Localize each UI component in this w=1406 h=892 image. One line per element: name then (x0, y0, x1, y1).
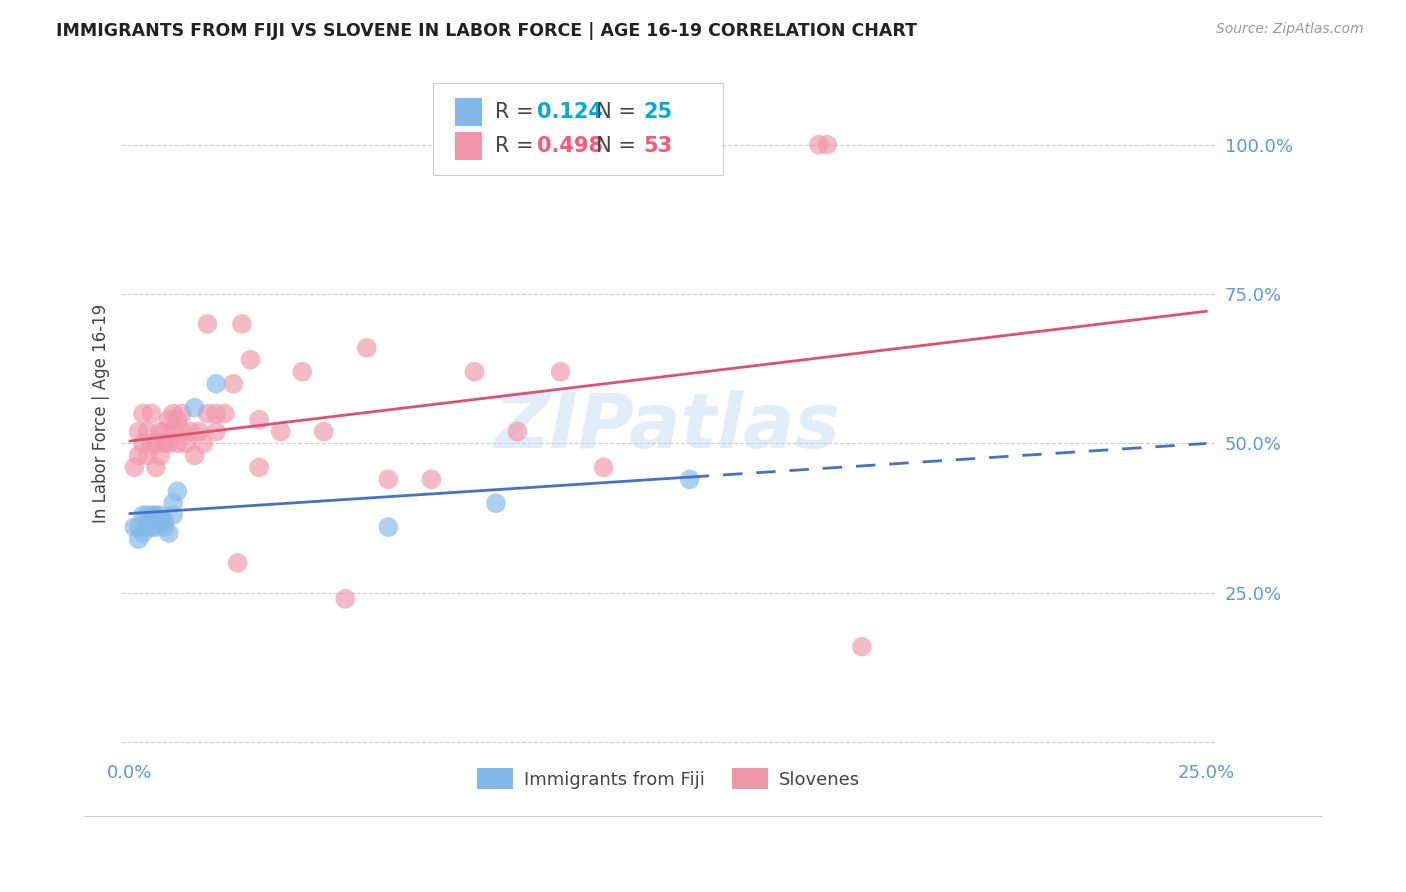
Point (226, 556, 249, 570)
Point (183, 401, 205, 415)
Point (270, 425, 292, 439)
Point (166, 412, 188, 426)
Point (205, 425, 228, 439)
Point (815, 137, 838, 152)
Point (136, 425, 159, 439)
Point (377, 472, 399, 486)
Point (420, 472, 443, 486)
Point (128, 532, 150, 546)
Point (170, 425, 193, 439)
Point (124, 460, 146, 475)
Point (183, 449, 205, 463)
Point (141, 508, 163, 523)
Point (149, 508, 172, 523)
Point (149, 449, 172, 463)
Point (592, 460, 614, 475)
Text: 0.498: 0.498 (537, 136, 603, 156)
Point (141, 436, 163, 450)
Point (807, 137, 830, 152)
Point (205, 407, 228, 421)
Point (679, 472, 702, 486)
Point (291, 365, 314, 379)
Point (145, 460, 167, 475)
Legend: Immigrants from Fiji, Slovenes: Immigrants from Fiji, Slovenes (470, 761, 868, 797)
Point (356, 341, 378, 355)
Text: R =: R = (495, 102, 541, 122)
Point (187, 425, 209, 439)
Point (124, 520, 146, 534)
Text: IMMIGRANTS FROM FIJI VS SLOVENE IN LABOR FORCE | AGE 16-19 CORRELATION CHART: IMMIGRANTS FROM FIJI VS SLOVENE IN LABOR… (56, 22, 917, 40)
Text: 53: 53 (643, 136, 672, 156)
Y-axis label: In Labor Force | Age 16-19: In Labor Force | Age 16-19 (93, 304, 110, 524)
Point (162, 407, 184, 421)
FancyBboxPatch shape (456, 131, 482, 161)
Point (205, 376, 228, 391)
Point (377, 520, 399, 534)
Point (166, 436, 188, 450)
FancyBboxPatch shape (433, 83, 723, 175)
Point (136, 508, 159, 523)
Text: R =: R = (495, 136, 541, 156)
Point (128, 449, 150, 463)
Point (136, 449, 159, 463)
Point (197, 317, 219, 331)
Point (128, 520, 150, 534)
Point (153, 425, 176, 439)
Point (141, 520, 163, 534)
FancyBboxPatch shape (456, 97, 482, 126)
Point (145, 436, 167, 450)
Point (132, 436, 155, 450)
Point (506, 425, 529, 439)
Point (231, 317, 253, 331)
Point (132, 407, 155, 421)
Point (463, 365, 485, 379)
Point (312, 425, 335, 439)
Point (145, 508, 167, 523)
Point (162, 508, 184, 523)
Point (153, 436, 176, 450)
Point (166, 484, 188, 499)
Point (149, 514, 172, 528)
Point (157, 412, 180, 426)
Point (222, 376, 245, 391)
Point (141, 407, 163, 421)
Text: 0.124: 0.124 (537, 102, 603, 122)
Point (335, 591, 357, 606)
Point (851, 640, 873, 654)
Point (157, 526, 180, 541)
Point (179, 425, 201, 439)
Point (170, 407, 193, 421)
Point (141, 514, 163, 528)
Point (153, 514, 176, 528)
Point (174, 436, 197, 450)
Point (136, 520, 159, 534)
Point (247, 460, 270, 475)
Point (128, 425, 150, 439)
Point (550, 365, 572, 379)
Text: N =: N = (583, 102, 643, 122)
Point (197, 407, 219, 421)
Point (145, 520, 167, 534)
Point (132, 508, 155, 523)
Point (132, 526, 155, 541)
Point (193, 436, 215, 450)
Point (153, 520, 176, 534)
Point (239, 352, 262, 367)
Point (247, 412, 270, 426)
Text: N =: N = (583, 136, 643, 156)
Text: 25: 25 (643, 102, 672, 122)
Point (149, 425, 172, 439)
Point (214, 407, 236, 421)
Point (485, 496, 508, 510)
Point (162, 496, 184, 510)
Text: Source: ZipAtlas.com: Source: ZipAtlas.com (1216, 22, 1364, 37)
Point (157, 436, 180, 450)
Text: ZIPatlas: ZIPatlas (495, 390, 841, 464)
Point (162, 425, 184, 439)
